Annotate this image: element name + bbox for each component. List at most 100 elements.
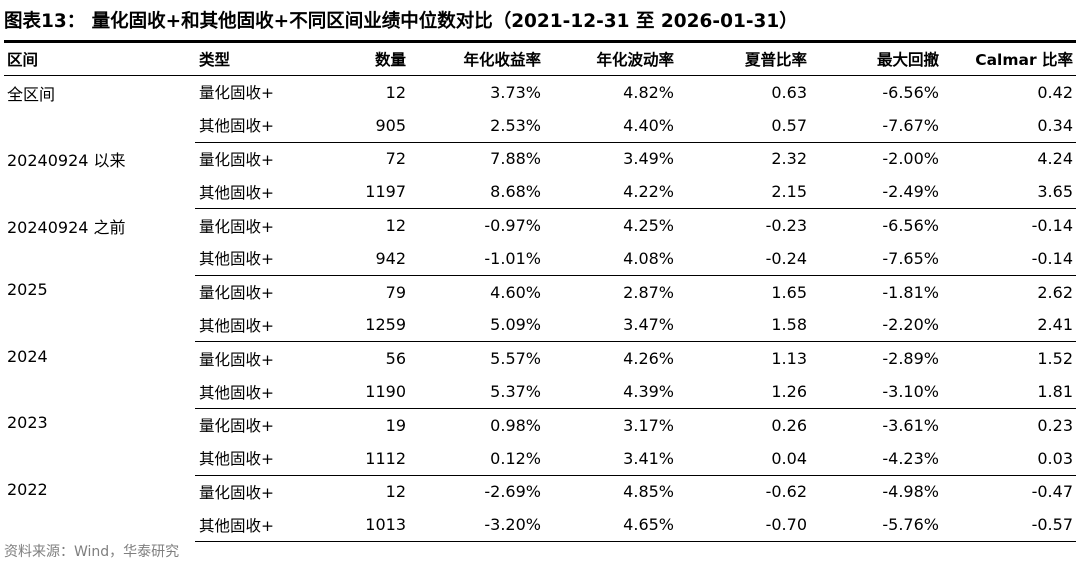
type-cell: 其他固收+ [195,108,325,143]
header-annual-volatility: 年化波动率 [545,43,678,76]
type-cell: 量化固收+ [199,483,274,502]
count-cell: 1013 [325,508,410,543]
annual-volatility-cell: 4.40% [545,108,678,143]
table-row: 其他固收+ 1013 -3.20% 4.65% -0.70 -5.76% -0.57 [4,508,1076,543]
sharpe-ratio-cell: 1.65 [771,282,807,302]
count-cell: 12 [385,82,406,102]
calmar-ratio-cell: 1.52 [1037,349,1073,369]
count-cell: 942 [325,241,410,276]
interval-cell: 2024 [7,346,48,366]
performance-table: 区间 类型 数量 年化收益率 年化波动率 夏普比率 最大回撤 Calmar 比率… [4,43,1076,543]
annual-return-cell: -2.69% [484,482,541,502]
calmar-ratio-cell: -0.47 [1031,482,1073,502]
table-row: 其他固收+ 1197 8.68% 4.22% 2.15 -2.49% 3.65 [4,175,1076,210]
interval-cell: 2025 [7,280,48,300]
type-cell: 其他固收+ [195,508,325,543]
max-drawdown-cell: -1.81% [882,282,939,302]
interval-cell: 20240924 以来 [7,151,126,171]
sharpe-ratio-cell: 1.26 [678,375,811,409]
sharpe-ratio-cell: -0.62 [765,482,807,502]
table-row: 全区间 量化固收+ 12 3.73% 4.82% 0.63 -6.56% 0.42 [4,76,1076,109]
count-cell: 12 [385,216,406,236]
type-cell: 量化固收+ [199,417,274,436]
table-row: 其他固收+ 1190 5.37% 4.39% 1.26 -3.10% 1.81 [4,375,1076,409]
header-count: 数量 [325,43,410,76]
count-cell: 905 [325,108,410,143]
count-cell: 1197 [325,175,410,210]
annual-volatility-cell: 4.26% [623,349,674,369]
type-cell: 其他固收+ [195,241,325,276]
calmar-ratio-cell: -0.57 [943,508,1076,543]
max-drawdown-cell: -4.23% [811,441,943,476]
max-drawdown-cell: -6.56% [882,82,939,102]
count-cell: 1190 [325,375,410,409]
calmar-ratio-cell: 0.23 [1037,415,1073,435]
annual-volatility-cell: 3.49% [623,149,674,169]
source-note: 资料来源：Wind，华泰研究 [4,544,180,560]
calmar-ratio-cell: 0.03 [943,441,1076,476]
type-cell: 量化固收+ [199,150,274,169]
header-sharpe-ratio: 夏普比率 [678,43,811,76]
max-drawdown-cell: -7.67% [811,108,943,143]
count-cell: 72 [385,149,406,169]
header-max-drawdown: 最大回撤 [811,43,943,76]
sharpe-ratio-cell: 1.58 [678,308,811,343]
max-drawdown-cell: -6.56% [882,216,939,236]
max-drawdown-cell: -2.89% [882,349,939,369]
header-type: 类型 [195,43,325,76]
annual-volatility-cell: 4.65% [545,508,678,543]
count-cell: 56 [385,349,406,369]
max-drawdown-cell: -2.00% [882,149,939,169]
table-row: 其他固收+ 942 -1.01% 4.08% -0.24 -7.65% -0.14 [4,241,1076,276]
calmar-ratio-cell: 0.42 [1037,82,1073,102]
calmar-ratio-cell: 0.34 [943,108,1076,143]
annual-volatility-cell: 3.17% [623,415,674,435]
sharpe-ratio-cell: -0.23 [765,216,807,236]
table-row: 2022 量化固收+ 12 -2.69% 4.85% -0.62 -4.98% -0.47 [4,475,1076,508]
sharpe-ratio-cell: 2.32 [771,149,807,169]
count-cell: 19 [385,415,406,435]
annual-return-cell: 5.57% [490,349,541,369]
sharpe-ratio-cell: -0.70 [678,508,811,543]
table-header: 区间 类型 数量 年化收益率 年化波动率 夏普比率 最大回撤 Calmar 比率 [4,43,1076,76]
annual-return-cell: 0.98% [490,415,541,435]
type-cell: 其他固收+ [195,441,325,476]
annual-volatility-cell: 4.08% [545,241,678,276]
table-row: 其他固收+ 1259 5.09% 3.47% 1.58 -2.20% 2.41 [4,308,1076,343]
max-drawdown-cell: -3.10% [811,375,943,409]
max-drawdown-cell: -4.98% [882,482,939,502]
table-row: 2023 量化固收+ 19 0.98% 3.17% 0.26 -3.61% 0.23 [4,408,1076,441]
annual-return-cell: 8.68% [410,175,545,210]
type-cell: 量化固收+ [199,84,274,103]
count-cell: 1259 [325,308,410,343]
annual-return-cell: -1.01% [410,241,545,276]
type-cell: 量化固收+ [199,284,274,303]
table-row: 2025 量化固收+ 79 4.60% 2.87% 1.65 -1.81% 2.62 [4,275,1076,308]
annual-volatility-cell: 4.25% [623,216,674,236]
annual-return-cell: 5.09% [410,308,545,343]
type-cell: 量化固收+ [199,217,274,236]
calmar-ratio-cell: -0.14 [943,241,1076,276]
table-row: 其他固收+ 1112 0.12% 3.41% 0.04 -4.23% 0.03 [4,441,1076,476]
header-calmar-ratio: Calmar 比率 [943,43,1076,76]
type-cell: 量化固收+ [199,350,274,369]
calmar-ratio-cell: 3.65 [943,175,1076,210]
annual-return-cell: -3.20% [410,508,545,543]
max-drawdown-cell: -2.20% [811,308,943,343]
annual-return-cell: 4.60% [490,282,541,302]
calmar-ratio-cell: 1.81 [943,375,1076,409]
header-row: 区间 类型 数量 年化收益率 年化波动率 夏普比率 最大回撤 Calmar 比率 [4,43,1076,76]
annual-volatility-cell: 3.41% [545,441,678,476]
annual-return-cell: 2.53% [410,108,545,143]
table-row: 20240924 以来 量化固收+ 72 7.88% 3.49% 2.32 -2.00% 4.… [4,142,1076,175]
interval-cell: 20240924 之前 [7,217,126,237]
interval-cell: 2022 [7,480,48,500]
annual-volatility-cell: 2.87% [623,282,674,302]
sharpe-ratio-cell: -0.24 [678,241,811,276]
max-drawdown-cell: -7.65% [811,241,943,276]
annual-volatility-cell: 4.22% [545,175,678,210]
calmar-ratio-cell: 2.62 [1037,282,1073,302]
sharpe-ratio-cell: 0.04 [678,441,811,476]
count-cell: 79 [385,282,406,302]
